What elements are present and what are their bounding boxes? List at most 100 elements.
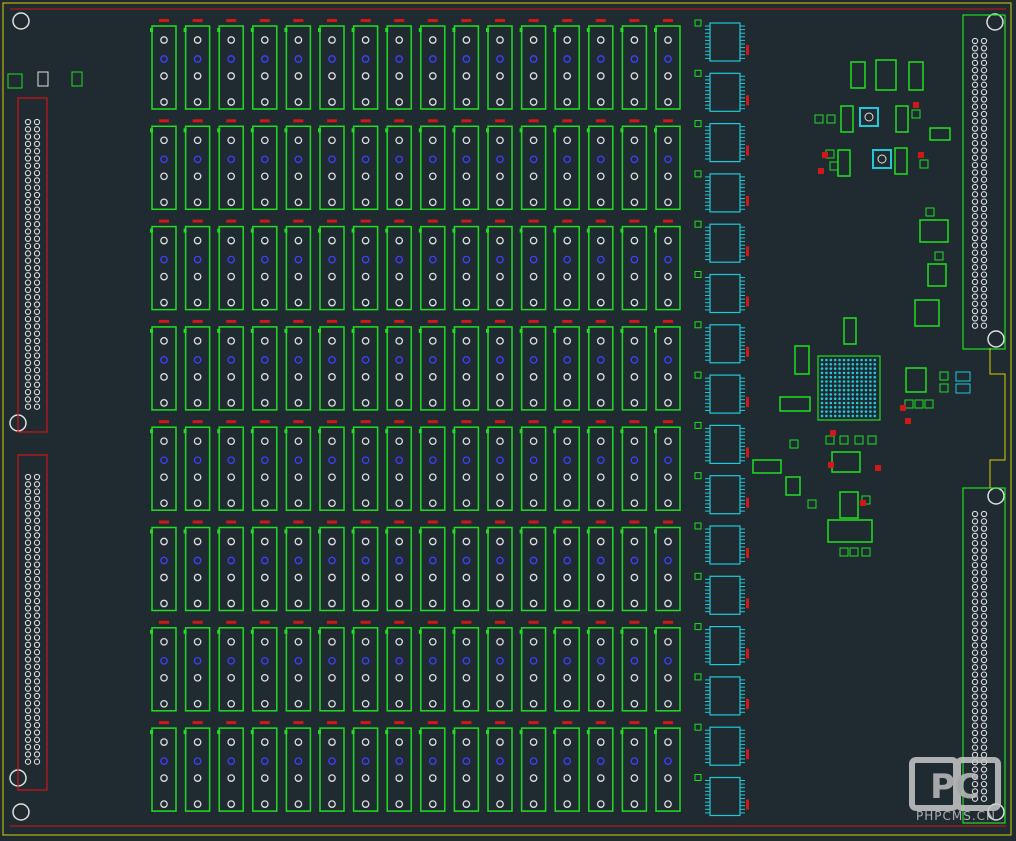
pad xyxy=(395,537,404,546)
connector-pin xyxy=(980,605,988,613)
pad xyxy=(664,573,672,582)
bga-ball xyxy=(847,358,850,362)
connector-pin xyxy=(980,96,988,103)
dip-socket xyxy=(184,426,211,511)
pad xyxy=(664,599,672,608)
red-label xyxy=(226,520,237,524)
pin1-mark xyxy=(183,128,187,133)
pin1-mark xyxy=(452,328,456,333)
pad xyxy=(563,774,572,782)
connector-pin xyxy=(24,729,32,736)
pad xyxy=(260,556,269,565)
bga-ball xyxy=(829,358,833,362)
pad xyxy=(596,255,605,264)
connector-pin xyxy=(24,191,32,199)
bga-ball xyxy=(864,384,868,388)
bga-ball xyxy=(851,363,855,366)
bga-ball xyxy=(838,406,841,409)
pad xyxy=(529,337,538,345)
pad xyxy=(428,456,437,465)
connector-pin xyxy=(24,250,32,257)
pad xyxy=(664,456,672,465)
part xyxy=(927,263,947,287)
connector-pin xyxy=(971,634,979,642)
red-label xyxy=(746,799,749,810)
bga-ball xyxy=(838,414,841,418)
pad xyxy=(529,255,538,264)
mounting-hole xyxy=(12,12,30,30)
pin1-mark xyxy=(150,529,153,534)
dip-socket xyxy=(621,125,648,211)
bga-ball xyxy=(855,388,859,392)
connector-pin xyxy=(971,322,979,329)
dip-socket xyxy=(218,426,244,511)
pad xyxy=(227,757,236,765)
connector-pin xyxy=(971,286,979,293)
pin1-mark xyxy=(586,128,590,133)
pad xyxy=(664,337,672,345)
pad xyxy=(630,599,639,608)
dip-socket xyxy=(520,326,547,411)
pad xyxy=(596,656,605,665)
pad xyxy=(596,55,605,63)
pin1-mark xyxy=(418,429,422,434)
connector-pin xyxy=(971,110,979,118)
dip-socket xyxy=(588,225,614,311)
pad xyxy=(462,356,471,364)
pad xyxy=(361,573,370,582)
bga-ball xyxy=(851,401,855,405)
pin1-mark xyxy=(385,529,389,534)
dip-socket xyxy=(218,225,244,311)
dip-socket xyxy=(420,225,446,311)
pad xyxy=(160,456,168,465)
pad xyxy=(428,255,437,264)
connector-pin xyxy=(980,103,988,110)
connector-pin xyxy=(971,766,979,773)
dip-socket xyxy=(588,627,614,712)
soic-body xyxy=(709,525,741,565)
connector-pin xyxy=(980,81,988,88)
pad xyxy=(563,373,572,381)
part xyxy=(850,61,866,89)
bga-ball xyxy=(855,367,859,370)
small-part xyxy=(849,547,859,557)
dip-socket xyxy=(184,727,211,812)
pin1-mark xyxy=(250,228,254,233)
bga-ball xyxy=(869,410,872,413)
connector-pin xyxy=(980,88,988,96)
connector-pin xyxy=(971,686,979,693)
dip-socket xyxy=(151,526,177,612)
pad xyxy=(428,800,437,808)
pad xyxy=(630,337,639,345)
red-label xyxy=(528,19,539,22)
connector-pin xyxy=(24,257,32,264)
pad xyxy=(529,198,538,207)
pad xyxy=(496,738,504,746)
dip-socket xyxy=(352,326,379,411)
cap xyxy=(694,271,702,278)
red-label xyxy=(226,219,237,223)
dip-socket xyxy=(352,125,379,211)
pad xyxy=(496,573,504,582)
bga-ball xyxy=(864,375,868,379)
pin1-mark xyxy=(452,228,456,233)
bga-ball xyxy=(869,401,872,405)
connector-pin xyxy=(24,678,32,685)
pin1-mark xyxy=(654,730,657,735)
pad xyxy=(596,272,605,281)
cap xyxy=(694,673,702,681)
pin1-mark xyxy=(284,730,288,735)
pad xyxy=(395,72,404,80)
pad xyxy=(428,356,437,364)
bga-ball xyxy=(860,358,863,362)
pad xyxy=(462,136,471,145)
red-label xyxy=(427,420,438,424)
pad xyxy=(260,637,269,646)
pad xyxy=(395,673,404,682)
connector-pin xyxy=(33,751,41,758)
dip-socket xyxy=(487,25,513,110)
pin1-mark xyxy=(586,28,590,32)
connector-pin xyxy=(33,345,41,352)
pad xyxy=(496,55,504,63)
pad xyxy=(160,155,168,164)
